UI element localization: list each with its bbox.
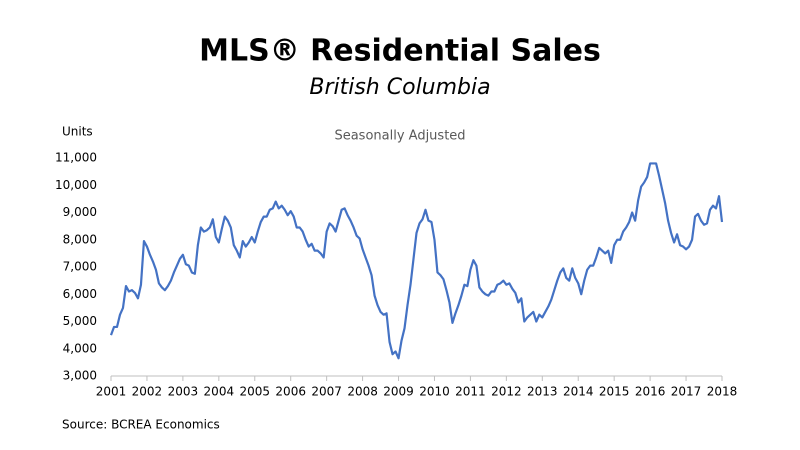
annotation: Seasonally Adjusted [334, 129, 465, 144]
y-tick-label: 6,000 [63, 287, 97, 301]
chart-subtitle: British Columbia [309, 75, 490, 100]
x-tick-label: 2002 [132, 385, 163, 399]
y-tick-label: 4,000 [63, 341, 97, 355]
x-tick-label: 2017 [671, 385, 702, 399]
x-tick-label: 2012 [491, 385, 522, 399]
y-tick-label: 10,000 [55, 178, 97, 192]
y-tick-label: 11,000 [55, 151, 97, 165]
x-tick-label: 2015 [599, 385, 630, 399]
x-tick-label: 2007 [311, 385, 342, 399]
x-tick-label: 2003 [168, 385, 199, 399]
x-tick-label: 2005 [239, 385, 270, 399]
x-tick-label: 2004 [204, 385, 235, 399]
y-axis-label: Units [62, 125, 93, 139]
source: Source: BCREA Economics [62, 418, 220, 432]
x-tick-label: 2008 [347, 385, 378, 399]
y-tick-label: 3,000 [63, 369, 97, 383]
x-tick-label: 2014 [563, 385, 594, 399]
x-tick-label: 2001 [96, 385, 127, 399]
x-tick-label: 2013 [527, 385, 558, 399]
x-tick-label: 2009 [383, 385, 414, 399]
y-tick-label: 8,000 [63, 232, 97, 246]
x-tick-label: 2011 [455, 385, 486, 399]
chart-title: MLS® Residential Sales [199, 34, 601, 69]
x-tick-label: 2016 [635, 385, 666, 399]
x-tick-label: 2006 [275, 385, 306, 399]
y-tick-label: 9,000 [63, 205, 97, 219]
y-tick-label: 7,000 [63, 260, 97, 274]
x-tick-label: 2010 [419, 385, 450, 399]
x-tick-label: 2018 [707, 385, 738, 399]
y-tick-label: 5,000 [63, 314, 97, 328]
line-series [109, 162, 724, 360]
